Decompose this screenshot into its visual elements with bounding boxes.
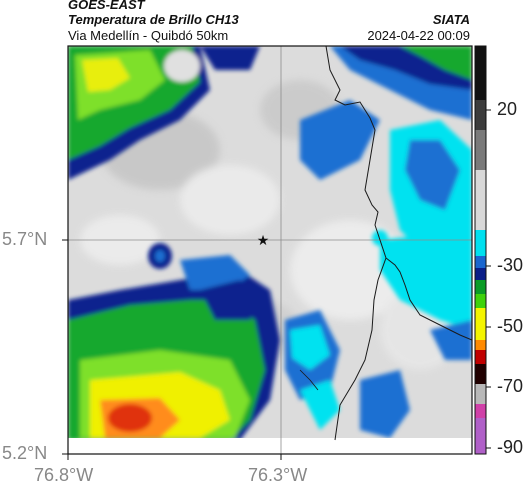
department-border: [334, 257, 387, 441]
colorbar-tick-minus-30: -30: [497, 255, 524, 275]
colorbar-tick-minus-70: -70: [497, 376, 524, 396]
lon-label-76-8: 76.8°W: [34, 465, 94, 485]
agency-label: SIATA: [432, 12, 470, 27]
star-marker: ★: [257, 233, 270, 249]
map-frame: [67, 45, 473, 455]
border-segment: [299, 369, 319, 391]
imagery-layer: [68, 46, 472, 454]
title-block: GOES-EAST Temperatura de Brillo CH13 Via…: [68, 0, 472, 46]
route-subtitle: Via Medellín - Quibdó 50km: [68, 28, 229, 43]
border-line: [325, 46, 472, 341]
colorbar-tick-minus-90: -90: [497, 437, 524, 457]
lat-label-5-7: 5.7°N: [2, 229, 48, 249]
product-title: Temperatura de Brillo CH13: [68, 12, 239, 27]
lat-label-5-2: 5.2°N: [2, 443, 48, 463]
satellite-name: GOES-EAST: [68, 0, 145, 12]
colorbar-tick-minus-50: -50: [497, 316, 524, 336]
timestamp: 2024-04-22 00:09: [367, 28, 470, 43]
lon-label-76-3: 76.3°W: [248, 465, 308, 485]
colorbar: [474, 45, 491, 455]
colorbar-tick-20: 20: [497, 99, 518, 119]
